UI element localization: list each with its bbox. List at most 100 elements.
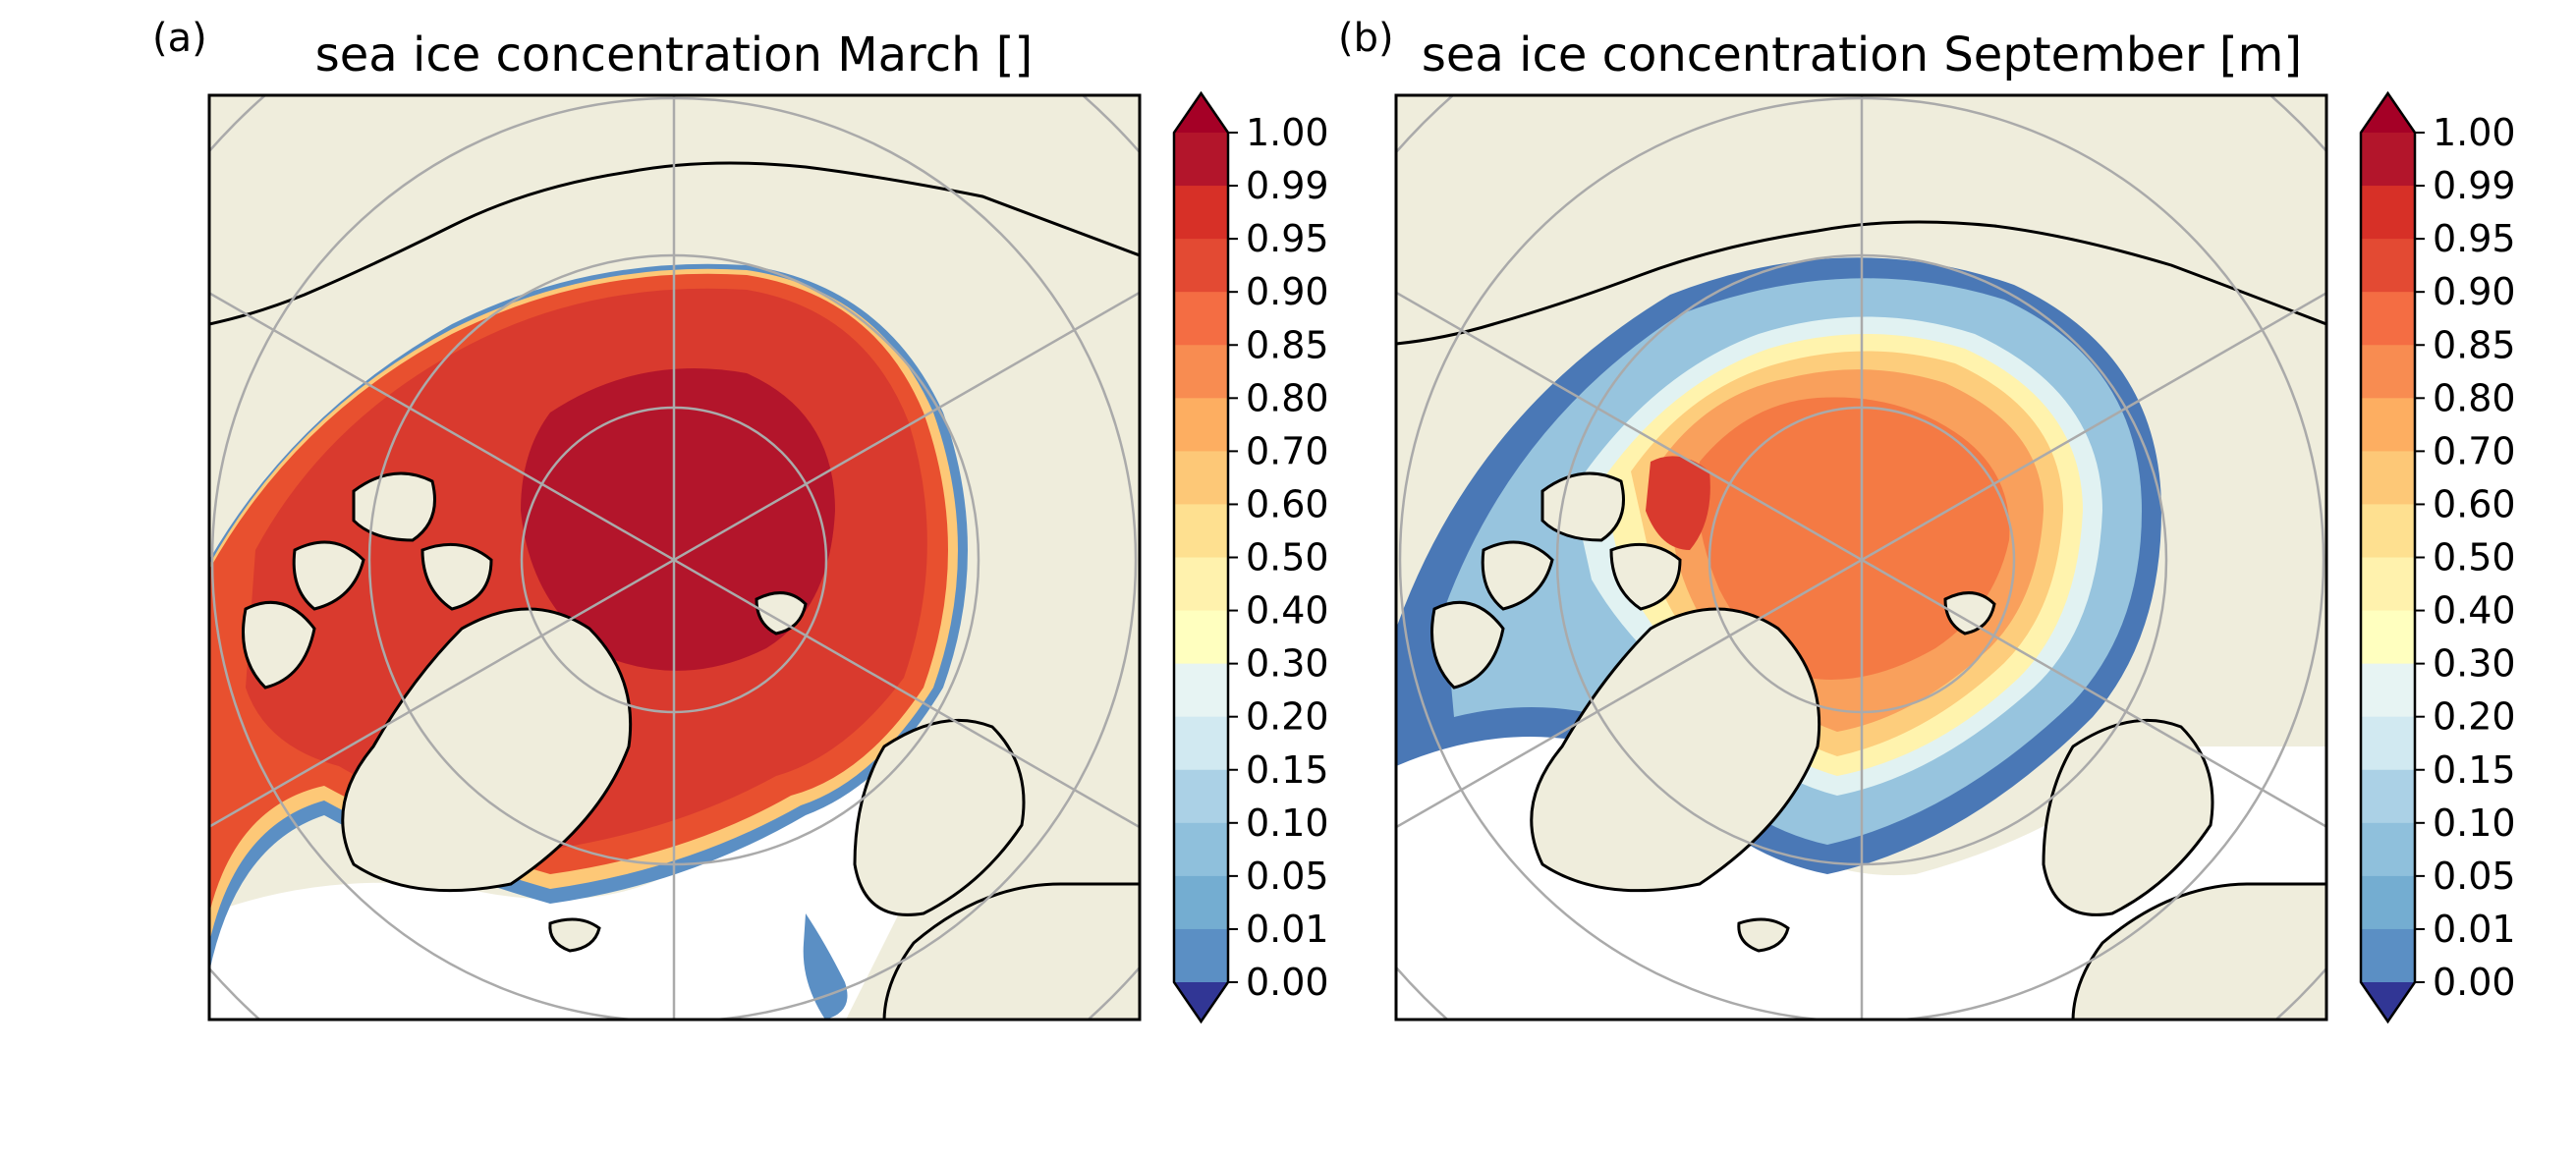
colorbar-b-segment: [2361, 186, 2415, 240]
colorbar-a-tick-label: 1.00: [1246, 111, 1329, 154]
colorbar-b-segment: [2361, 504, 2415, 558]
colorbar-a-tick-label: 0.01: [1246, 908, 1329, 951]
canadian-island-1: [1540, 471, 1625, 542]
canadian-island-4: [242, 600, 316, 690]
colorbar-b-segment: [2361, 822, 2415, 877]
greenland: [341, 607, 633, 893]
ice-archipelago: [1646, 456, 1710, 550]
colorbar-a-segment: [1174, 451, 1228, 505]
svalbard: [755, 591, 808, 635]
canadian-island-1: [352, 471, 436, 542]
canadian-island-3: [292, 540, 365, 611]
colorbar-b-segment: [2361, 398, 2415, 452]
colorbar-b-tick-label: 0.10: [2433, 801, 2516, 845]
colorbar-b-tick-label: 0.70: [2433, 429, 2516, 472]
ice-core-dark-red: [521, 368, 835, 671]
scandinavia: [2042, 718, 2214, 916]
meridian-120: [1396, 291, 2326, 829]
colorbar-a-segment: [1174, 186, 1228, 240]
greenland: [1530, 607, 1821, 893]
colorbar-a-segment: [1174, 875, 1228, 930]
colorbar-a-tick-label: 0.95: [1246, 217, 1329, 260]
eurasia-coast: [209, 95, 1140, 326]
canadian-island-2: [1609, 542, 1682, 611]
colorbar-b-tick-label: 0.01: [2433, 908, 2516, 951]
meridian-120: [209, 291, 1140, 829]
colorbar-b-segment: [2361, 716, 2415, 771]
panel-a-title: sea ice concentration March []: [315, 28, 1033, 83]
colorbar-b-segment: [2361, 239, 2415, 293]
europe-mainland: [2071, 882, 2326, 1020]
panel-b: (b) sea ice concentration September [m]: [1338, 16, 2516, 1024]
colorbar-b: 1.00 0.99 0.95 0.90 0.85 0.80 0.70 0.60 0.50 0.40…: [2359, 90, 2516, 1024]
canadian-island-3: [1481, 540, 1554, 611]
colorbar-a-tick-label: 0.05: [1246, 855, 1329, 898]
colorbar-b-extend-max: [2361, 93, 2415, 133]
colorbar-a: 1.00 0.99 0.95 0.90 0.85 0.80 0.70 0.60 0.50 0.40…: [1172, 90, 1329, 1024]
colorbar-b-segment: [2361, 292, 2415, 346]
colorbar-b-tick-label: 0.30: [2433, 642, 2516, 686]
panel-b-title: sea ice concentration September [m]: [1422, 28, 2302, 83]
colorbar-a-extend-max: [1174, 93, 1228, 133]
panel-a-label: (a): [152, 16, 207, 61]
colorbar-a-segment: [1174, 822, 1228, 877]
europe-mainland: [882, 882, 1140, 1020]
colorbar-b-tick-label: 0.90: [2433, 270, 2516, 313]
colorbar-a-segment: [1174, 398, 1228, 452]
colorbar-a-tick-label: 0.50: [1246, 536, 1329, 580]
colorbar-a-tick-label: 0.85: [1246, 323, 1329, 366]
colorbar-a-tick-label: 0.40: [1246, 589, 1329, 633]
colorbar-a-tick-label: 0.70: [1246, 429, 1329, 472]
colorbar-b-tick-label: 0.80: [2433, 376, 2516, 419]
colorbar-a-tick-label: 0.80: [1246, 376, 1329, 419]
colorbar-b-segment: [2361, 928, 2415, 983]
colorbar-a-tick-label: 0.20: [1246, 695, 1329, 739]
panel-a-map: [209, 95, 1140, 1020]
colorbar-a-segment: [1174, 133, 1228, 187]
colorbar-a-segment: [1174, 663, 1228, 718]
colorbar-a-segment: [1174, 292, 1228, 346]
colorbar-b-tick-label: 0.85: [2433, 323, 2516, 366]
colorbar-b-tick-label: 0.50: [2433, 536, 2516, 580]
colorbar-b-tick-label: 0.05: [2433, 855, 2516, 898]
panel-b-label: (b): [1338, 16, 1394, 61]
colorbar-b-segment: [2361, 345, 2415, 399]
canadian-island-2: [420, 542, 493, 611]
colorbar-b-tick-label: 0.15: [2433, 748, 2516, 792]
colorbar-a-tick-label: 0.30: [1246, 642, 1329, 686]
colorbar-a-tick-label: 0.90: [1246, 270, 1329, 313]
colorbar-a-segment: [1174, 504, 1228, 558]
colorbar-b-segment: [2361, 557, 2415, 612]
colorbar-a-segment: [1174, 239, 1228, 293]
colorbar-b-tick-label: 0.95: [2433, 217, 2516, 260]
panel-b-frame: [1394, 93, 2328, 1022]
colorbar-b-segment: [2361, 451, 2415, 505]
iceland: [1737, 917, 1790, 953]
colorbar-a-segment: [1174, 769, 1228, 824]
colorbar-a-segment: [1174, 345, 1228, 399]
panel-b-map: [1396, 95, 2326, 1020]
colorbar-b-extend-min: [2361, 982, 2415, 1022]
canadian-island-4: [1430, 600, 1505, 690]
colorbar-a-tick-label: 0.99: [1246, 164, 1329, 207]
colorbar-a-extend-min: [1174, 982, 1228, 1022]
colorbar-a-tick-label: 0.15: [1246, 748, 1329, 792]
colorbar-a-tick-label: 0.60: [1246, 482, 1329, 525]
colorbar-b-segment: [2361, 610, 2415, 665]
colorbar-b-segment: [2361, 875, 2415, 930]
colorbar-b-segment: [2361, 769, 2415, 824]
colorbar-b-tick-label: 0.40: [2433, 589, 2516, 633]
colorbar-b-segment: [2361, 133, 2415, 187]
iceland: [548, 917, 601, 953]
colorbar-a-tick-label: 0.00: [1246, 961, 1329, 1004]
colorbar-b-tick-label: 0.60: [2433, 482, 2516, 525]
colorbar-a-tick-label: 0.10: [1246, 801, 1329, 845]
colorbar-b-tick-label: 0.20: [2433, 695, 2516, 739]
graticule: [1396, 95, 2326, 1020]
colorbar-a-segment: [1174, 716, 1228, 771]
colorbar-a-segment: [1174, 928, 1228, 983]
colorbar-a-segment: [1174, 557, 1228, 612]
colorbar-b-tick-label: 1.00: [2433, 111, 2516, 154]
colorbar-b-tick-label: 0.99: [2433, 164, 2516, 207]
